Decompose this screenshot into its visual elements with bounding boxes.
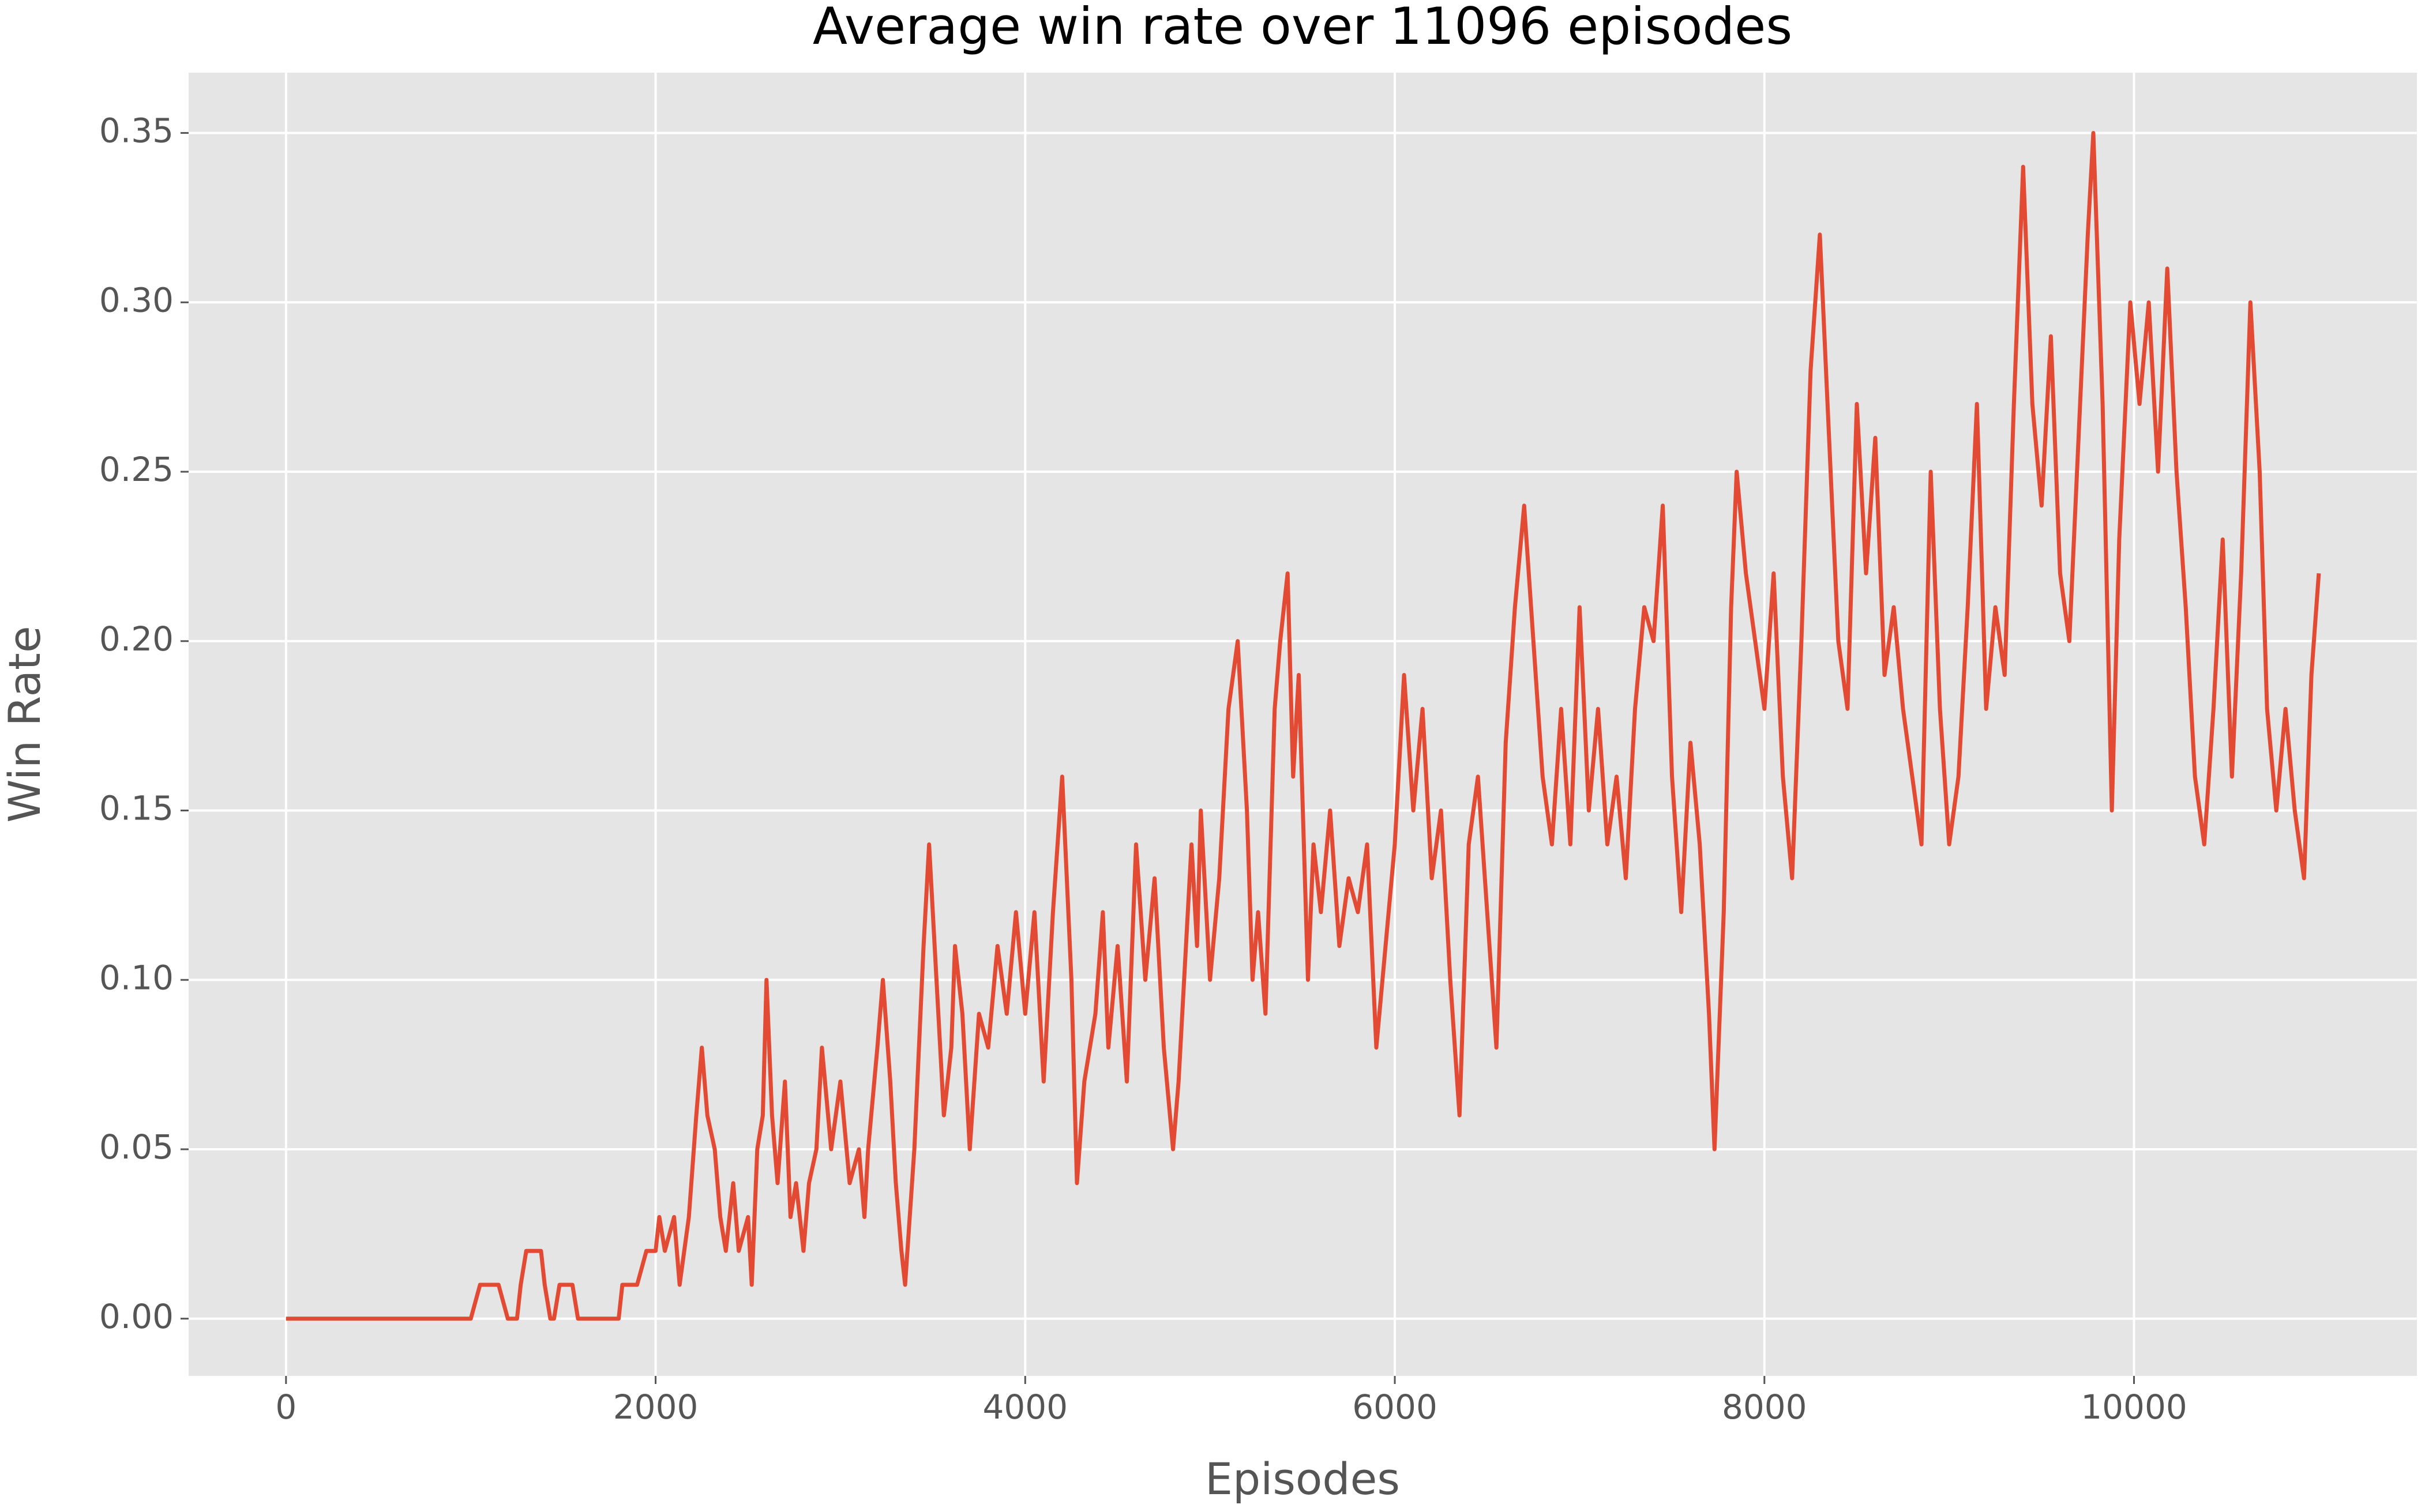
x-tick-label: 10000 bbox=[2081, 1387, 2187, 1427]
x-tick-label: 4000 bbox=[983, 1387, 1068, 1427]
y-tick-label: 0.10 bbox=[99, 958, 174, 997]
x-tick-label: 0 bbox=[275, 1387, 296, 1427]
x-tick-label: 8000 bbox=[1722, 1387, 1807, 1427]
y-tick-label: 0.20 bbox=[99, 619, 174, 659]
x-axis-label: Episodes bbox=[1205, 1453, 1400, 1505]
y-tick-label: 0.35 bbox=[99, 111, 174, 151]
x-tick-label: 6000 bbox=[1352, 1387, 1437, 1427]
plot-area bbox=[189, 73, 2417, 1376]
x-tick-label: 2000 bbox=[613, 1387, 699, 1427]
y-tick-label: 0.00 bbox=[99, 1297, 174, 1336]
y-tick-label: 0.30 bbox=[99, 280, 174, 319]
y-axis-label: Win Rate bbox=[0, 626, 50, 822]
data-line bbox=[286, 131, 2321, 1321]
chart-title: Average win rate over 11096 episodes bbox=[813, 0, 1792, 56]
y-tick-label: 0.25 bbox=[99, 450, 174, 489]
y-tick-label: 0.05 bbox=[99, 1127, 174, 1167]
y-tick-label: 0.15 bbox=[99, 789, 174, 828]
